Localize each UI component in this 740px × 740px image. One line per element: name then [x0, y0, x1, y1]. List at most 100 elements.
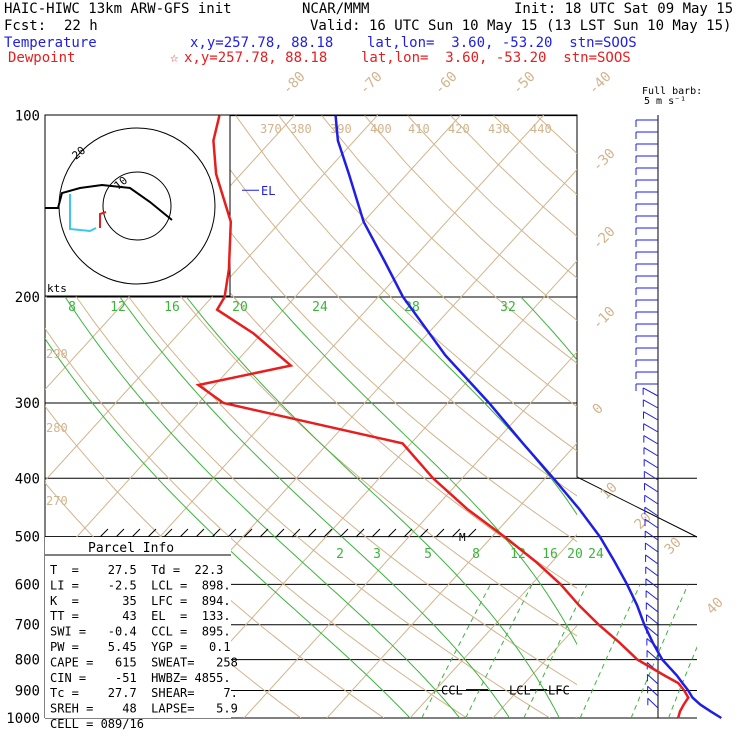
isotherm-line [45, 115, 462, 573]
parcel-info-row: SWI = -0.4 CCL = 895. [50, 625, 231, 639]
theta-label: 390 [330, 122, 352, 136]
mixing-ratio-label: 2 [336, 547, 344, 562]
hatch-mark [339, 528, 349, 538]
moist-adiabat-label: 32 [500, 300, 516, 315]
moist-adiabat [520, 296, 577, 361]
el-marker-label: EL [261, 184, 275, 198]
hatch-mark [307, 528, 317, 538]
isotherm-label: 30 [662, 535, 685, 558]
wind-barb [644, 470, 659, 481]
hodograph-units: kts [47, 282, 67, 295]
hatch-mark [99, 528, 109, 538]
wind-barb [644, 518, 659, 529]
theta-label: 270 [46, 494, 68, 508]
wind-barb [642, 387, 659, 397]
wind-barb [645, 578, 659, 589]
wind-barb [647, 697, 659, 709]
mixing-ratio-label: 24 [588, 547, 604, 562]
dry-adiabat [45, 327, 468, 718]
mixing-ratio-label: 8 [472, 547, 480, 562]
parcel-info-row: CAPE = 615 SWEAT= 258 [50, 655, 238, 669]
wind-barb [643, 435, 659, 445]
moist-adiabat-label: 8 [68, 300, 76, 315]
wind-barb [644, 494, 659, 505]
hatch-mark [115, 528, 125, 538]
hatch-mark [195, 528, 205, 538]
theta-label: 430 [488, 122, 510, 136]
isotherm-label: -20 [590, 224, 619, 253]
hatch-mark [419, 528, 429, 538]
theta-label: 400 [370, 122, 392, 136]
lfc-marker-label: LFC [548, 684, 570, 698]
init-time: Init: 18 UTC Sat 09 May 15 [514, 1, 734, 17]
parcel-info-row: K = 35 LFC = 894. [50, 594, 231, 608]
hatch-mark [179, 528, 189, 538]
dry-adiabat [364, 115, 577, 322]
dry-adiabat [450, 115, 577, 237]
wind-barb [646, 614, 659, 625]
hatch-mark [147, 528, 157, 538]
hatch-mark [227, 528, 237, 538]
isotherm-label: -80 [280, 69, 309, 98]
wind-barb [644, 482, 659, 493]
pressure-tick-label: 100 [15, 109, 40, 125]
pressure-tick-label: 200 [15, 290, 40, 306]
fcst-label: Fcst: [4, 18, 47, 34]
pressure-tick-label: 900 [15, 683, 40, 699]
pressure-tick-label: 800 [15, 653, 40, 669]
wind-barb [645, 542, 659, 553]
isotherm-label: -30 [590, 146, 619, 175]
parcel-info-row: PW = 5.45 YGP = 0.1 [50, 640, 231, 654]
isotherm-label: -60 [432, 69, 461, 98]
mixing-ratio-label: 20 [567, 547, 583, 562]
parcel-info-row: CELL = 089/16 [50, 717, 144, 731]
isotherm-label: -70 [357, 69, 386, 98]
wind-barb [646, 650, 659, 661]
isotherm-label: -40 [586, 69, 615, 98]
theta-label: 440 [530, 122, 552, 136]
mixing-ratio-line [579, 584, 641, 718]
dewpoint-profile [195, 115, 690, 719]
mixing-ratio-label: 12 [510, 547, 526, 562]
isotherm-line [243, 351, 577, 718]
moist-adiabat [186, 296, 560, 718]
hatch-mark [355, 528, 365, 538]
parcel-info-title: Parcel Info [88, 541, 174, 556]
parcel-info-row: Tc = 27.7 SHEAR= 7. [50, 686, 238, 700]
pressure-tick-label: 1000 [6, 711, 40, 727]
mixing-ratio-line [630, 584, 689, 718]
temperature-legend: Temperature [4, 35, 97, 51]
theta-label: 420 [448, 122, 470, 136]
wind-barb [646, 626, 659, 637]
wind-barb [644, 506, 659, 517]
dry-adiabat [321, 115, 577, 364]
isotherm-label: -10 [590, 304, 619, 333]
moist-adiabat-label: 24 [312, 300, 328, 315]
mixing-ratio-line [421, 584, 491, 718]
barb-legend-line1: Full barb: [642, 86, 702, 97]
ccl-marker-label: CCL [441, 684, 463, 698]
isotherm-label: 10 [598, 480, 621, 503]
wind-barb [647, 673, 659, 685]
dewpoint-location: x,y=257.78, 88.18 lat,lon= 3.60, -53.20 … [184, 50, 631, 66]
isotherm-line [326, 442, 577, 718]
mixing-ratio-line [723, 584, 740, 718]
hatch-mark [131, 528, 141, 538]
mixing-ratio-label: 3 [373, 547, 381, 562]
wind-barb [643, 423, 659, 433]
hatch-mark [387, 528, 397, 538]
hodograph-ring-10 [102, 171, 172, 241]
temperature-location: x,y=257.78, 88.18 lat,lon= 3.60, -53.20 … [190, 35, 637, 51]
hatch-mark [243, 528, 253, 538]
isotherm-line [659, 115, 740, 718]
parcel-info-row: SREH = 48 LAPSE= 5.9 [50, 702, 238, 716]
dry-adiabat [45, 164, 577, 686]
wind-barb [647, 685, 659, 697]
org-label: NCAR/MMM [302, 1, 370, 17]
isotherm-line [409, 533, 577, 718]
pressure-tick-label: 400 [15, 471, 40, 487]
dry-adiabat [407, 115, 577, 279]
wind-barb [645, 590, 659, 601]
wind-barb [643, 411, 659, 421]
